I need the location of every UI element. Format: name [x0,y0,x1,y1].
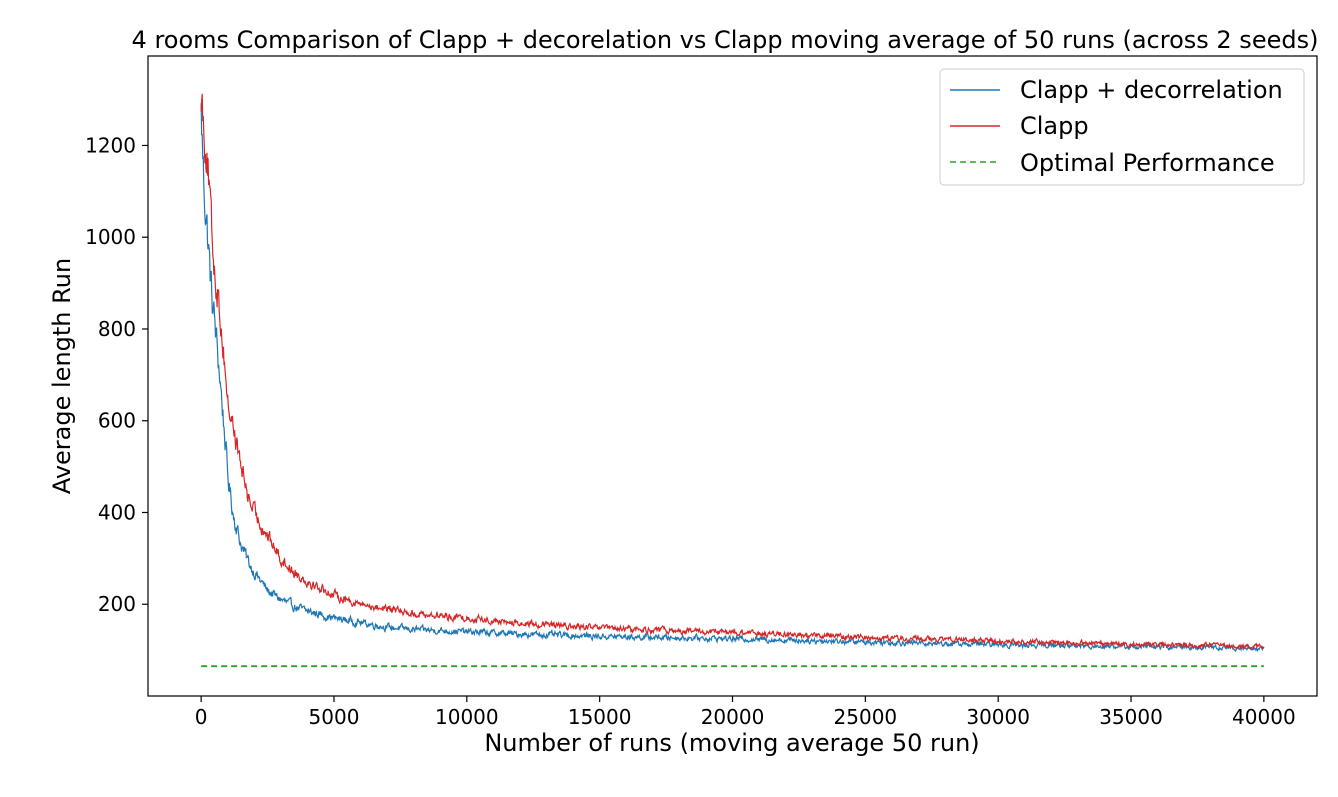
x-tick-label: 25000 [834,705,898,729]
series-line-clapp-decorrelation [200,103,1265,653]
x-tick-label: 35000 [1099,705,1163,729]
legend-box [939,68,1305,186]
x-tick-label: 5000 [309,705,360,729]
chart-title: 4 rooms Comparison of Clapp + decorelati… [132,26,1319,54]
y-tick-label: 600 [98,409,136,433]
y-tick-label: 400 [98,500,136,524]
legend-label-clapp-decorrelation: Clapp + decorrelation [1020,76,1283,104]
plot-area [200,93,1265,668]
x-axis-ticks: 0 5000 10000 15000 20000 25000 30000 35000 40000 [195,696,1296,729]
x-axis-label: Number of runs (moving average 50 run) [484,729,979,757]
legend-label-clapp: Clapp [1020,112,1089,140]
y-axis-label: Average length Run [48,258,76,494]
y-tick-label: 800 [98,317,136,341]
legend-label-optimal: Optimal Performance [1020,149,1275,177]
y-tick-label: 1200 [85,133,136,157]
x-tick-label: 20000 [701,705,765,729]
x-tick-label: 40000 [1232,705,1296,729]
y-tick-label: 1000 [85,225,136,249]
x-tick-label: 15000 [568,705,632,729]
x-tick-label: 0 [195,705,208,729]
legend: Clapp + decorrelation Clapp Optimal Perf… [939,68,1305,186]
y-tick-label: 200 [98,592,136,616]
y-axis-ticks: 200 400 600 800 1000 1200 [85,133,148,616]
x-tick-label: 30000 [966,705,1030,729]
x-tick-label: 10000 [435,705,499,729]
series-line-clapp [200,93,1265,651]
